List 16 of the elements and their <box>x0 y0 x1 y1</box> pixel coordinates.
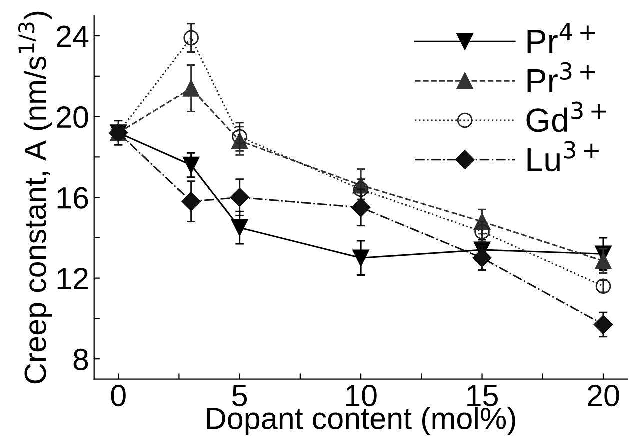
legend-label: Pr$^{3+}$ <box>528 62 596 92</box>
x-tick-label: 15 <box>468 385 498 407</box>
legend-label: Gd$^{3+}$ <box>526 102 606 132</box>
legend-label: Lu$^{3+}$ <box>528 141 599 172</box>
legend-label: Pr$^{4+}$ <box>528 23 596 54</box>
x-tick-label: 10 <box>346 384 377 407</box>
y-axis-title: Creep constant, A (nm/s$^{1/3}$) <box>18 12 52 384</box>
y-tick-label: 8 <box>74 348 88 370</box>
x-axis-title: Dopant content (mol%) <box>207 407 516 436</box>
x-tick-label: 0 <box>111 384 126 407</box>
x-tick-label: 20 <box>588 384 620 407</box>
x-tick-label: 5 <box>232 385 248 407</box>
y-tick-label: 20 <box>57 106 88 128</box>
y-tick-label: 16 <box>58 187 88 209</box>
y-tick-label: 24 <box>57 26 89 48</box>
y-tick-label: 12 <box>58 268 88 290</box>
